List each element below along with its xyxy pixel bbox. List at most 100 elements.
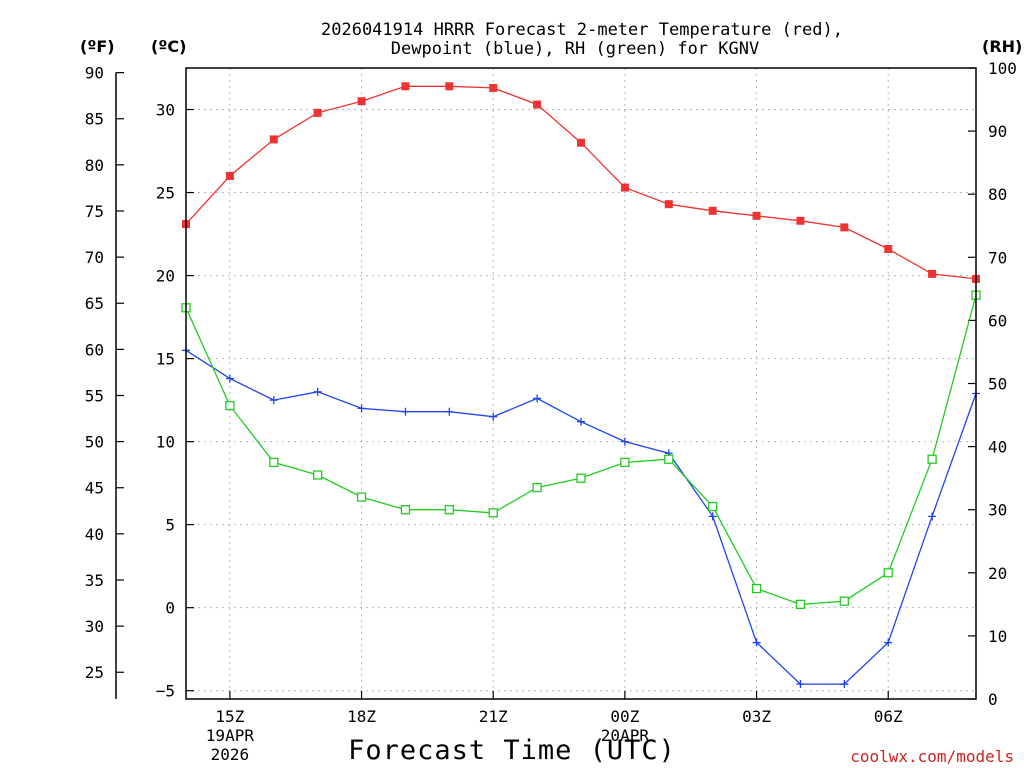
chart-title-line2: Dewpoint (blue), RH (green) for KGNV [391,39,759,59]
rh-tick-label: 80 [988,185,1007,204]
series-group [181,82,981,689]
fahrenheit-tick-label: 70 [85,248,104,267]
rh-point [444,505,454,515]
celsius-tick-label: 5 [165,516,175,535]
rh-tick-label: 60 [988,311,1007,330]
temperature-point [357,97,366,106]
dewpoint-point [840,680,849,689]
rh-point [356,492,367,502]
credit-text: coolwx.com/models [850,747,1014,766]
temperature-point [533,100,542,109]
fahrenheit-tick-label: 90 [85,64,104,83]
temperature-point [620,183,629,192]
rh-axis: 0 10 20 30 40 50 60 70 80 90 100 [968,59,1017,709]
rh-point [708,501,718,512]
temperature-point [401,82,410,91]
temperature-point [796,216,805,225]
dewpoint-point [620,437,629,446]
rh-tick-label: 20 [988,564,1007,583]
dewpoint-point [533,394,542,403]
fahrenheit-tick-label: 85 [85,110,104,129]
rh-point [488,508,498,518]
dewpoint-point [225,374,234,383]
x-tick-label: 00Z [610,707,639,726]
rh-tick-label: 0 [988,690,998,709]
celsius-tick-label: 30 [156,101,175,120]
dewpoint-point [445,407,454,416]
temperature-point [489,83,498,92]
grid [186,68,976,699]
fahrenheit-tick-label: 40 [85,525,104,544]
rh-point [313,470,323,480]
dewpoint-point [708,512,717,521]
chart-title: 2026041914 HRRR Forecast 2-meter Tempera… [321,20,843,40]
celsius-tick-label: 20 [156,267,175,286]
temperature-point [225,171,234,180]
temperature-point [269,135,278,144]
fahrenheit-tick-label: 30 [85,617,104,636]
fahrenheit-tick-label: 55 [85,386,104,405]
x-axis-label: Forecast Time (UTC) [348,735,676,766]
rh-point [795,599,806,609]
celsius-axis: −5 0 5 10 15 20 25 30 [156,101,194,701]
celsius-tick-label: −5 [156,682,175,701]
x-tick-label: 06Z [874,707,903,726]
temperature-point [884,244,893,253]
dewpoint-point [928,512,937,521]
dewpoint-point [401,407,410,416]
rh-point [225,400,235,411]
celsius-tick-label: 0 [165,599,175,618]
fahrenheit-tick-label: 60 [85,340,104,359]
rh-point [883,568,893,578]
x-tick-label: 21Z [479,707,508,726]
dewpoint-point [313,387,322,396]
rh-point [927,454,937,464]
rh-tick-label: 100 [988,59,1017,78]
celsius-tick-label: 15 [156,350,175,369]
dewpoint-line [185,349,977,685]
temperature-point [445,82,454,91]
fahrenheit-tick-label: 80 [85,156,104,175]
fahrenheit-unit-label: (ºF) [80,37,115,56]
rh-point [839,596,849,606]
fahrenheit-tick-label: 65 [85,294,104,313]
fahrenheit-tick-label: 45 [85,479,104,498]
rh-tick-label: 70 [988,248,1007,267]
plot-frame [185,67,977,700]
dewpoint-point [796,680,805,689]
dewpoint-point [489,412,498,421]
rh-tick-label: 40 [988,438,1007,457]
x-tick-label: 15Z [215,707,244,726]
celsius-tick-label: 10 [156,433,175,452]
celsius-unit-label: (ºC) [151,37,186,56]
rh-tick-label: 30 [988,501,1007,520]
x-tick-year-label: 2026 [211,745,250,764]
fahrenheit-axis: 25 30 35 40 45 50 55 60 65 70 75 80 85 90 [85,64,124,699]
rh-tick-label: 90 [988,122,1007,141]
rh-tick-label: 10 [988,627,1007,646]
fahrenheit-tick-label: 50 [85,433,104,452]
temperature-point [313,108,322,117]
rh-point [664,454,674,464]
temperature-line [185,85,977,280]
fahrenheit-tick-label: 35 [85,571,104,590]
temperature-point [840,223,849,232]
temperature-point [752,211,761,220]
fahrenheit-tick-label: 25 [85,663,104,682]
temperature-point [708,206,717,215]
rh-point [751,583,762,594]
temperature-point [928,269,937,278]
x-tick-label: 03Z [742,707,771,726]
temperature-point [664,200,673,209]
fahrenheit-tick-label: 75 [85,202,104,221]
celsius-tick-label: 25 [156,184,175,203]
rh-point [576,473,586,483]
x-tick-date-label: 20APR [601,726,650,745]
rh-unit-label: (RH) [982,37,1022,56]
temperature-point [577,138,585,147]
rh-tick-label: 50 [988,375,1007,394]
x-tick-label: 18Z [347,707,376,726]
rh-point [400,505,411,515]
